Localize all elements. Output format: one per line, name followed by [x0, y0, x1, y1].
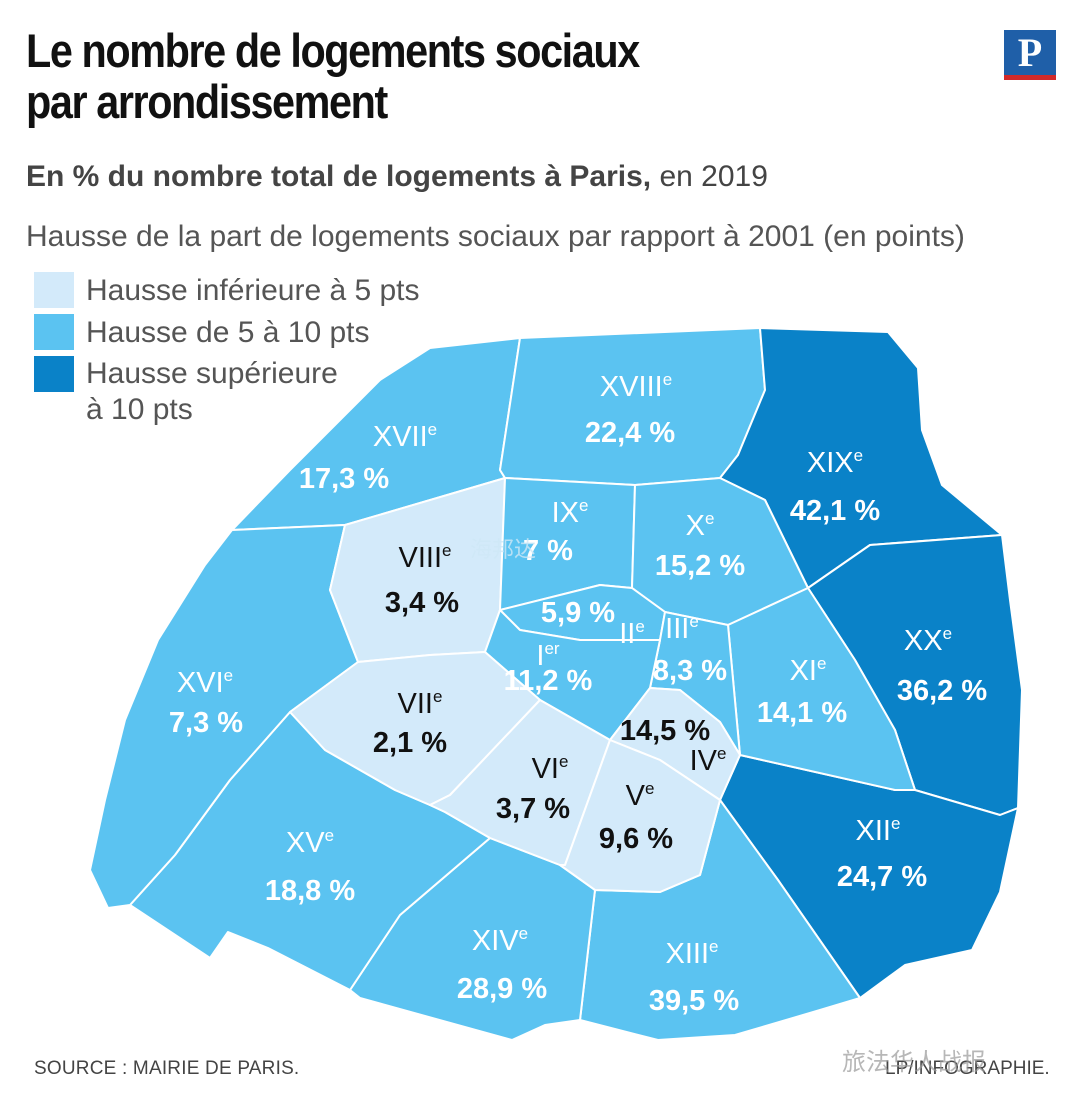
legend-item-low: Hausse inférieure à 5 pts	[34, 272, 420, 310]
district-sup-XV: e	[325, 826, 334, 845]
district-sup-XIV: e	[519, 924, 528, 943]
subtitle-bold: En % du nombre total de logements à Pari…	[26, 160, 652, 193]
legend-label-mid: Hausse de 5 à 10 pts	[86, 316, 370, 349]
district-area-V[interactable]	[559, 739, 721, 893]
district-sup-XVII: e	[428, 420, 437, 439]
legend-swatch-high	[34, 356, 74, 392]
district-sup-I: er	[544, 639, 559, 658]
legend-swatch-low	[34, 272, 74, 308]
source-note: SOURCE : MAIRIE DE PARIS.	[34, 1058, 300, 1079]
legend: Hausse inférieure à 5 pts Hausse de 5 à …	[34, 272, 420, 432]
district-sup-VI: e	[559, 752, 568, 771]
district-sup-X: e	[705, 509, 714, 528]
district-sup-VIII: e	[442, 541, 451, 560]
district-sup-XVIII: e	[663, 370, 672, 389]
district-sup-XIX: e	[854, 446, 863, 465]
district-value-XVIII: 22,4 %	[585, 417, 675, 449]
district-sup-XX: e	[943, 624, 952, 643]
district-value-VII: 2,1 %	[373, 727, 447, 759]
title-line-2: par arrondissement	[26, 74, 388, 128]
logo-letter: P	[1017, 29, 1043, 75]
legend-label-low: Hausse inférieure à 5 pts	[86, 274, 420, 307]
legend-label-high-line2: à 10 pts	[86, 393, 193, 426]
publisher-logo: P	[1004, 30, 1056, 80]
district-value-IX: 7 %	[523, 535, 573, 567]
district-sup-XI: e	[817, 654, 826, 673]
district-value-VIII: 3,4 %	[385, 587, 459, 619]
district-value-II: 5,9 %	[541, 597, 615, 629]
district-value-VI: 3,7 %	[496, 793, 570, 825]
legend-title: Hausse de la part de logements sociaux p…	[26, 220, 965, 253]
district-value-XVI: 7,3 %	[169, 707, 243, 739]
credit-note: LP/INFOGRAPHIE.	[885, 1058, 1050, 1079]
district-name-XVII: XVIIe	[373, 420, 437, 453]
district-value-IV: 14,5 %	[620, 715, 710, 747]
district-value-XII: 24,7 %	[837, 861, 927, 893]
district-value-XIX: 42,1 %	[790, 495, 880, 527]
watermark-corner: 旅法华人战报	[842, 1049, 986, 1076]
map-subtitle: En % du nombre total de logements à Pari…	[26, 160, 768, 194]
legend-label-high: Hausse supérieure à 10 pts	[86, 356, 386, 428]
legend-swatch-mid	[34, 314, 74, 350]
district-area-XVIII[interactable]	[499, 327, 766, 486]
subtitle-year: en 2019	[651, 160, 768, 193]
district-value-XIV: 28,9 %	[457, 973, 547, 1005]
legend-item-high: Hausse supérieure à 10 pts	[34, 356, 420, 428]
title-line-1: Le nombre de logements sociaux	[26, 24, 640, 77]
district-sup-IV: e	[717, 744, 726, 763]
district-sup-IX: e	[579, 496, 588, 515]
district-name-VI: VIe	[532, 752, 569, 785]
district-sup-II: e	[635, 617, 644, 636]
district-value-XVII: 17,3 %	[299, 463, 389, 495]
district-sup-XIII: e	[709, 937, 718, 956]
district-value-V: 9,6 %	[599, 823, 673, 855]
district-value-I: 11,2 %	[504, 665, 593, 697]
watermark-center: 海邦达	[470, 537, 537, 562]
district-value-XX: 36,2 %	[897, 675, 987, 707]
district-value-III: 8,3 %	[653, 655, 727, 687]
district-value-XI: 14,1 %	[757, 697, 847, 729]
district-value-XIII: 39,5 %	[649, 985, 739, 1017]
district-sup-XVI: e	[224, 666, 233, 685]
district-sup-XII: e	[891, 814, 900, 833]
district-name-XVIII: XVIIIe	[600, 370, 672, 403]
legend-item-mid: Hausse de 5 à 10 pts	[34, 314, 420, 352]
district-sup-VII: e	[433, 687, 442, 706]
district-name-VIII: VIIIe	[399, 541, 452, 574]
legend-label-high-line1: Hausse supérieure	[86, 357, 338, 390]
district-value-X: 15,2 %	[655, 550, 745, 582]
map-title: Le nombre de logements sociaux par arron…	[26, 24, 818, 128]
district-area-XVI[interactable]	[89, 524, 359, 909]
district-value-XV: 18,8 %	[265, 875, 355, 907]
district-sup-V: e	[645, 779, 654, 798]
district-sup-III: e	[689, 612, 698, 631]
